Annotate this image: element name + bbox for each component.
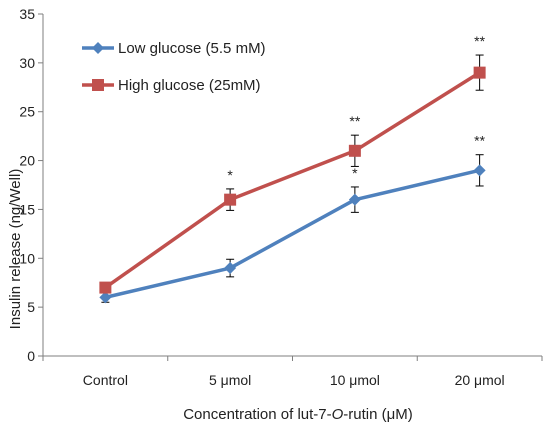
data-point [348,144,361,157]
y-tick-label: 0 [27,348,35,364]
legend-label: Low glucose (5.5 mM) [118,40,266,57]
y-tick-label: 25 [19,104,35,120]
data-point [348,193,361,206]
x-tick-label: 20 μmol [455,372,505,388]
x-tick-label: 5 μmol [209,372,251,388]
legend-entry-2: High glucose (25mM) [82,77,261,94]
x-axis-title-part-1: Concentration of lut-7- [183,406,331,423]
series-layer: ******** [99,33,486,304]
x-tick-label: 10 μmol [330,372,380,388]
significance-label: ** [349,113,360,129]
legend-entry-1: Low glucose (5.5 mM) [82,40,266,57]
y-tick-label: 30 [19,55,35,71]
data-point [473,66,486,79]
data-point [224,262,237,275]
significance-label: * [227,167,233,183]
x-tick-label: Control [83,372,128,388]
significance-label: * [352,165,358,181]
y-tick-label: 5 [27,299,35,315]
y-tick-label: 15 [19,201,35,217]
y-tick-label: 10 [19,250,35,266]
data-point [99,281,112,294]
series-2: ***** [99,33,486,294]
x-axis: Control 5 μmol 10 μmol 20 μmol [42,355,543,388]
series-line [104,71,481,290]
legend: Low glucose (5.5 mM) High glucose (25mM) [82,40,266,94]
legend-marker [92,42,104,54]
data-point [99,291,112,304]
x-axis-title-italic-o: O [332,406,344,423]
y-tick-label: 35 [19,6,35,22]
y-axis: 0 5 10 15 20 25 30 35 [19,6,44,364]
significance-label: ** [474,133,485,149]
significance-label: ** [474,33,485,49]
data-point [473,164,486,177]
legend-marker [92,79,104,91]
series-1: *** [99,133,486,304]
x-axis-title: Concentration of lut-7-O-rutin (μM) [183,406,413,423]
y-tick-label: 20 [19,153,35,169]
data-point [224,193,237,206]
series-line [104,168,481,300]
y-axis-title: Insulin release (ng/Well) [7,169,24,330]
legend-label: High glucose (25mM) [118,77,261,94]
x-axis-title-part-3: -rutin (μM) [343,406,412,423]
